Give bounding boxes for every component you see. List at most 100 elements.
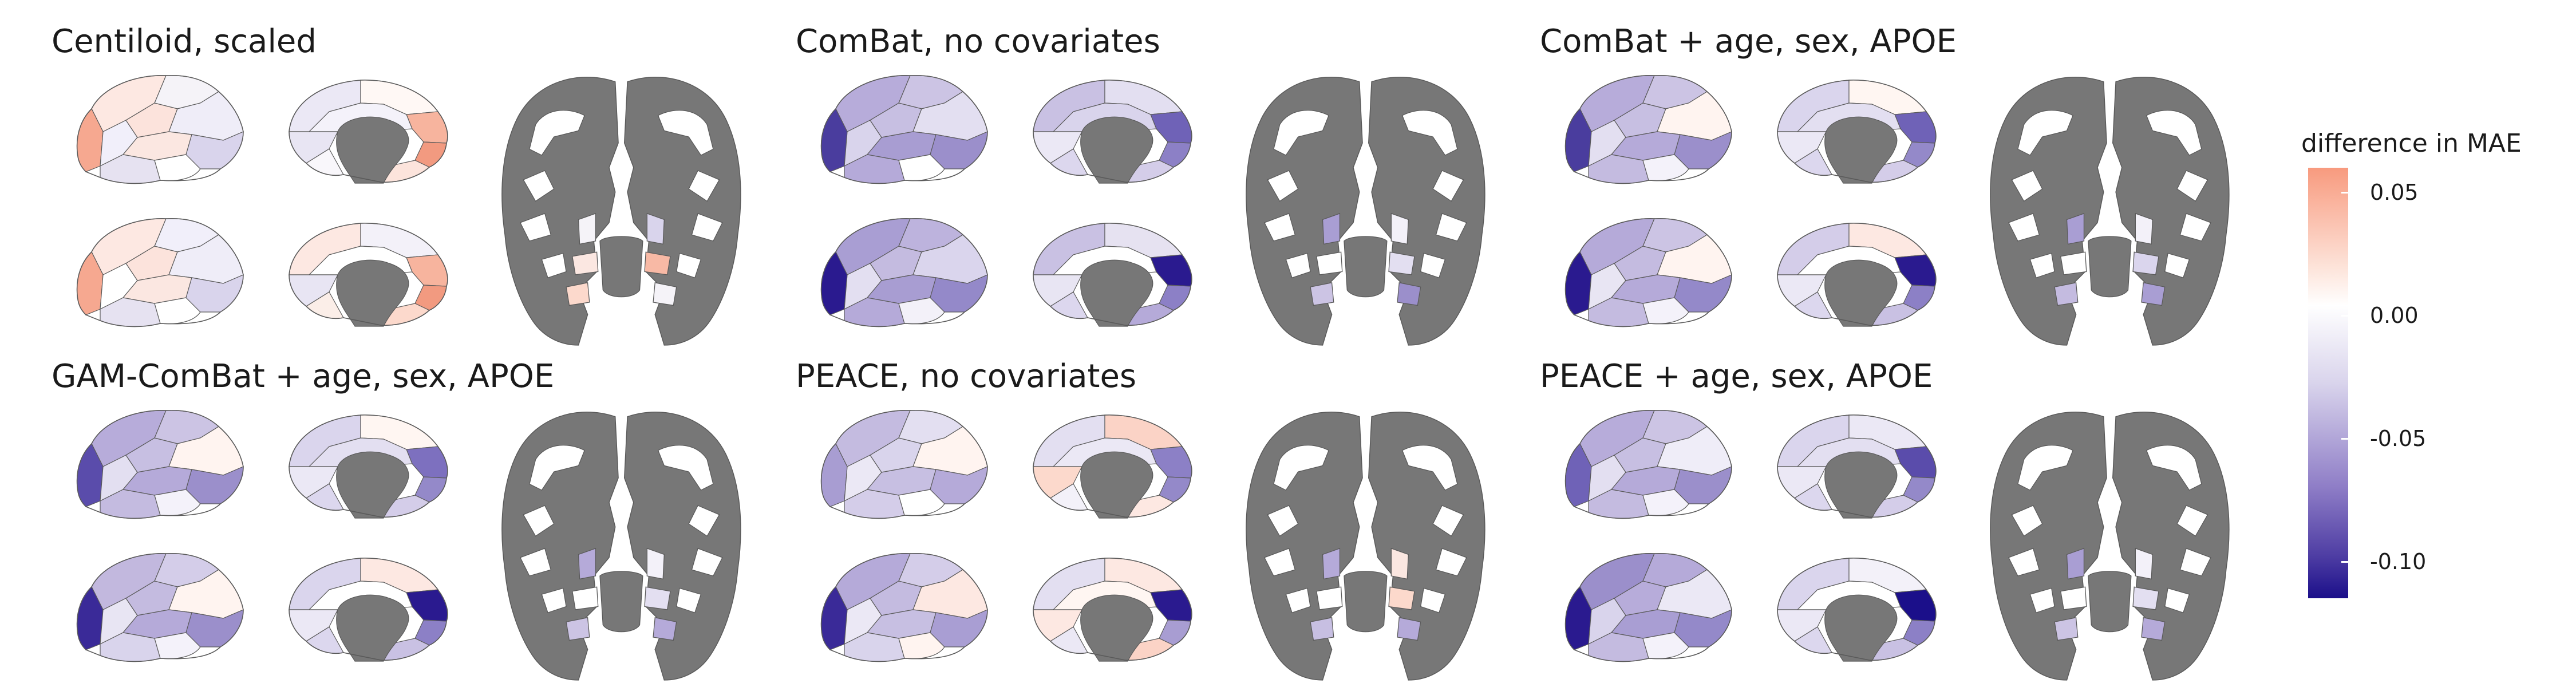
brain-panel: ComBat, no covariates	[796, 23, 1534, 349]
subcortical-region	[1390, 212, 1409, 245]
panel-title: PEACE + age, sex, APOE	[1540, 358, 1933, 395]
white-matter-gap	[2017, 444, 2074, 491]
brainstem-region	[336, 259, 409, 327]
white-matter-gap	[529, 109, 586, 156]
subcortical-region	[1388, 251, 1415, 275]
white-matter-gap	[1273, 109, 1330, 156]
medial-view-right	[1777, 558, 1937, 662]
lateral-view-left	[76, 409, 244, 519]
white-matter-gap	[1285, 587, 1311, 614]
subcortical-region	[2132, 251, 2159, 275]
white-matter-gap	[2164, 252, 2190, 279]
white-matter-gap	[1401, 444, 1458, 491]
medial-view-right	[289, 223, 448, 327]
brain-panel: ComBat + age, sex, APOE	[1540, 23, 2278, 349]
brain-maps	[820, 74, 1485, 346]
colorbar-tick-mark	[2341, 191, 2352, 194]
medial-view-left-outline	[1033, 414, 1192, 518]
subcortical-region	[2132, 586, 2159, 610]
lateral-view-left	[1564, 74, 1732, 184]
brain-panel: Centiloid, scaled	[52, 23, 790, 349]
colorbar-tick-mark	[2341, 314, 2352, 317]
white-matter-gap	[1263, 548, 1296, 577]
subcortical-region	[2054, 617, 2079, 641]
panel-title: GAM-ComBat + age, sex, APOE	[52, 358, 555, 395]
subcortical-region	[2066, 547, 2085, 580]
subcortical-region	[653, 617, 677, 641]
subcortical-region	[1316, 251, 1343, 275]
white-matter-gap	[2029, 587, 2055, 614]
coronal-slice	[1990, 412, 2230, 681]
brainstem-region	[1080, 259, 1153, 327]
white-matter-gap	[688, 170, 720, 202]
subcortical-region	[1390, 547, 1409, 580]
subcortical-region	[1322, 212, 1341, 245]
medial-view-left-outline	[289, 414, 448, 518]
medial-view-right-outline	[1777, 558, 1937, 661]
subcortical-region	[2060, 251, 2087, 275]
white-matter-gap	[1267, 170, 1299, 202]
lateral-view-left	[820, 74, 988, 184]
white-matter-gap	[2146, 109, 2202, 156]
subcortical-region	[1397, 282, 1421, 306]
lateral-view-left-outline	[76, 74, 244, 184]
subcortical-region	[1397, 617, 1421, 641]
white-matter-gap	[519, 548, 552, 577]
colorbar-tick-label: 0.00	[2370, 302, 2419, 328]
subcortical-region	[572, 586, 599, 610]
white-matter-gap	[1401, 109, 1458, 156]
colorbar-tick-label: -0.10	[2370, 548, 2427, 574]
colorbar-tick-label: 0.05	[2370, 179, 2419, 205]
white-matter-gap	[2164, 587, 2190, 614]
subcortical-region	[578, 212, 596, 245]
brain-maps	[76, 74, 741, 346]
subcortical-region	[1322, 547, 1341, 580]
brainstem-region	[1824, 451, 1898, 519]
panel-title: ComBat + age, sex, APOE	[1540, 23, 1957, 60]
lateral-view-right	[820, 218, 988, 327]
panel-title: ComBat, no covariates	[796, 23, 1160, 60]
medial-view-left-outline	[1033, 80, 1192, 183]
white-matter-gap	[1273, 444, 1330, 491]
white-matter-gap	[519, 213, 552, 242]
subcortical-region	[1388, 586, 1415, 610]
legend-title: difference in MAE	[2301, 129, 2522, 158]
white-matter-gap	[691, 548, 723, 577]
white-matter-gap	[529, 444, 586, 491]
lateral-view-left-outline	[76, 409, 244, 519]
subcortical-region	[2054, 282, 2079, 306]
brainstem-region	[1824, 594, 1898, 662]
medial-view-left-outline	[289, 80, 448, 183]
subcortical-region	[566, 617, 590, 641]
lateral-view-right-outline	[1564, 552, 1732, 662]
medial-view-right-outline	[1777, 223, 1937, 326]
medial-view-left	[1777, 414, 1937, 519]
legend: difference in MAE 0.05 0.00 -0.05 -0.10	[2301, 129, 2570, 621]
lateral-view-left-outline	[1564, 409, 1732, 519]
lateral-view-left	[1564, 409, 1732, 519]
brainstem-region	[1080, 116, 1153, 184]
brainstem-region	[336, 594, 409, 662]
white-matter-gap	[2008, 213, 2040, 242]
coronal-slice	[1990, 77, 2230, 346]
subcortical-region	[2066, 212, 2085, 245]
white-matter-gap	[1435, 548, 1467, 577]
coronal-slice	[501, 77, 741, 346]
white-matter-gap	[688, 505, 720, 537]
brainstem	[1344, 236, 1388, 298]
brainstem-region	[1824, 259, 1898, 327]
lateral-view-right	[1564, 218, 1732, 327]
subcortical-region	[2135, 547, 2153, 580]
white-matter-gap	[1420, 587, 1446, 614]
lateral-view-left	[76, 74, 244, 184]
subcortical-region	[644, 251, 671, 275]
panel-title: Centiloid, scaled	[52, 23, 317, 60]
white-matter-gap	[2179, 213, 2211, 242]
lateral-view-left-outline	[820, 409, 988, 519]
white-matter-gap	[657, 444, 714, 491]
lateral-view-right	[76, 552, 244, 662]
medial-view-left-outline	[1777, 414, 1937, 518]
brainstem	[2088, 236, 2132, 298]
lateral-view-right	[820, 552, 988, 662]
medial-view-right-outline	[289, 223, 448, 326]
